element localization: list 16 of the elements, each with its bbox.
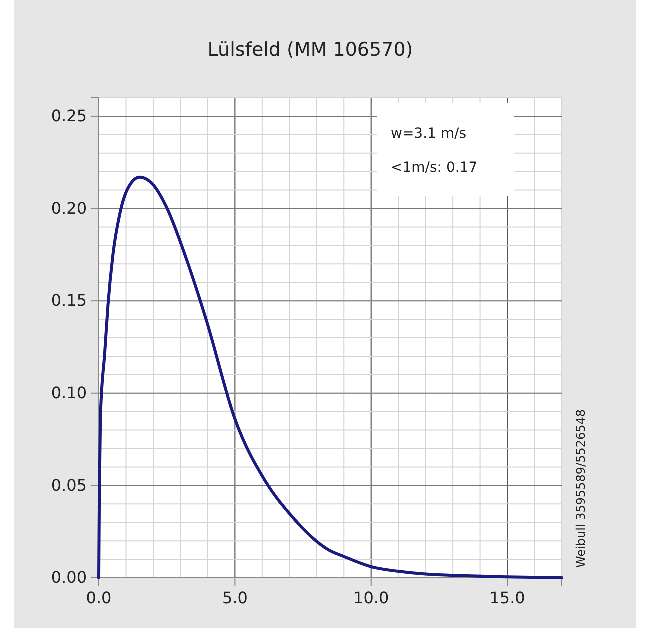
chart-title: Lülsfeld (MM 106570) — [208, 39, 414, 61]
note-box: w=3.1 m/s <1m/s: 0.17 — [377, 103, 514, 196]
x-tick-label: 5.0 — [222, 588, 248, 608]
line-series — [98, 176, 564, 580]
y-tick-label: 0.20 — [51, 198, 87, 218]
annotation: <1m/s: 0.17 — [391, 160, 478, 176]
y-tick-label: 0.00 — [51, 568, 87, 588]
x-tick-label: 0.0 — [86, 588, 112, 608]
text: Weibull 3595589/5526548 — [574, 409, 588, 568]
y-tick-label: 0.10 — [51, 384, 87, 403]
x-tick-label: 15.0 — [490, 588, 526, 608]
x-tick-label: 10.0 — [354, 588, 390, 608]
y-tick-label: 0.15 — [51, 291, 87, 310]
y-tick-label: 0.25 — [51, 106, 87, 126]
annotation: w=3.1 m/s — [391, 126, 467, 142]
y-tick-label: 0.05 — [51, 476, 87, 495]
